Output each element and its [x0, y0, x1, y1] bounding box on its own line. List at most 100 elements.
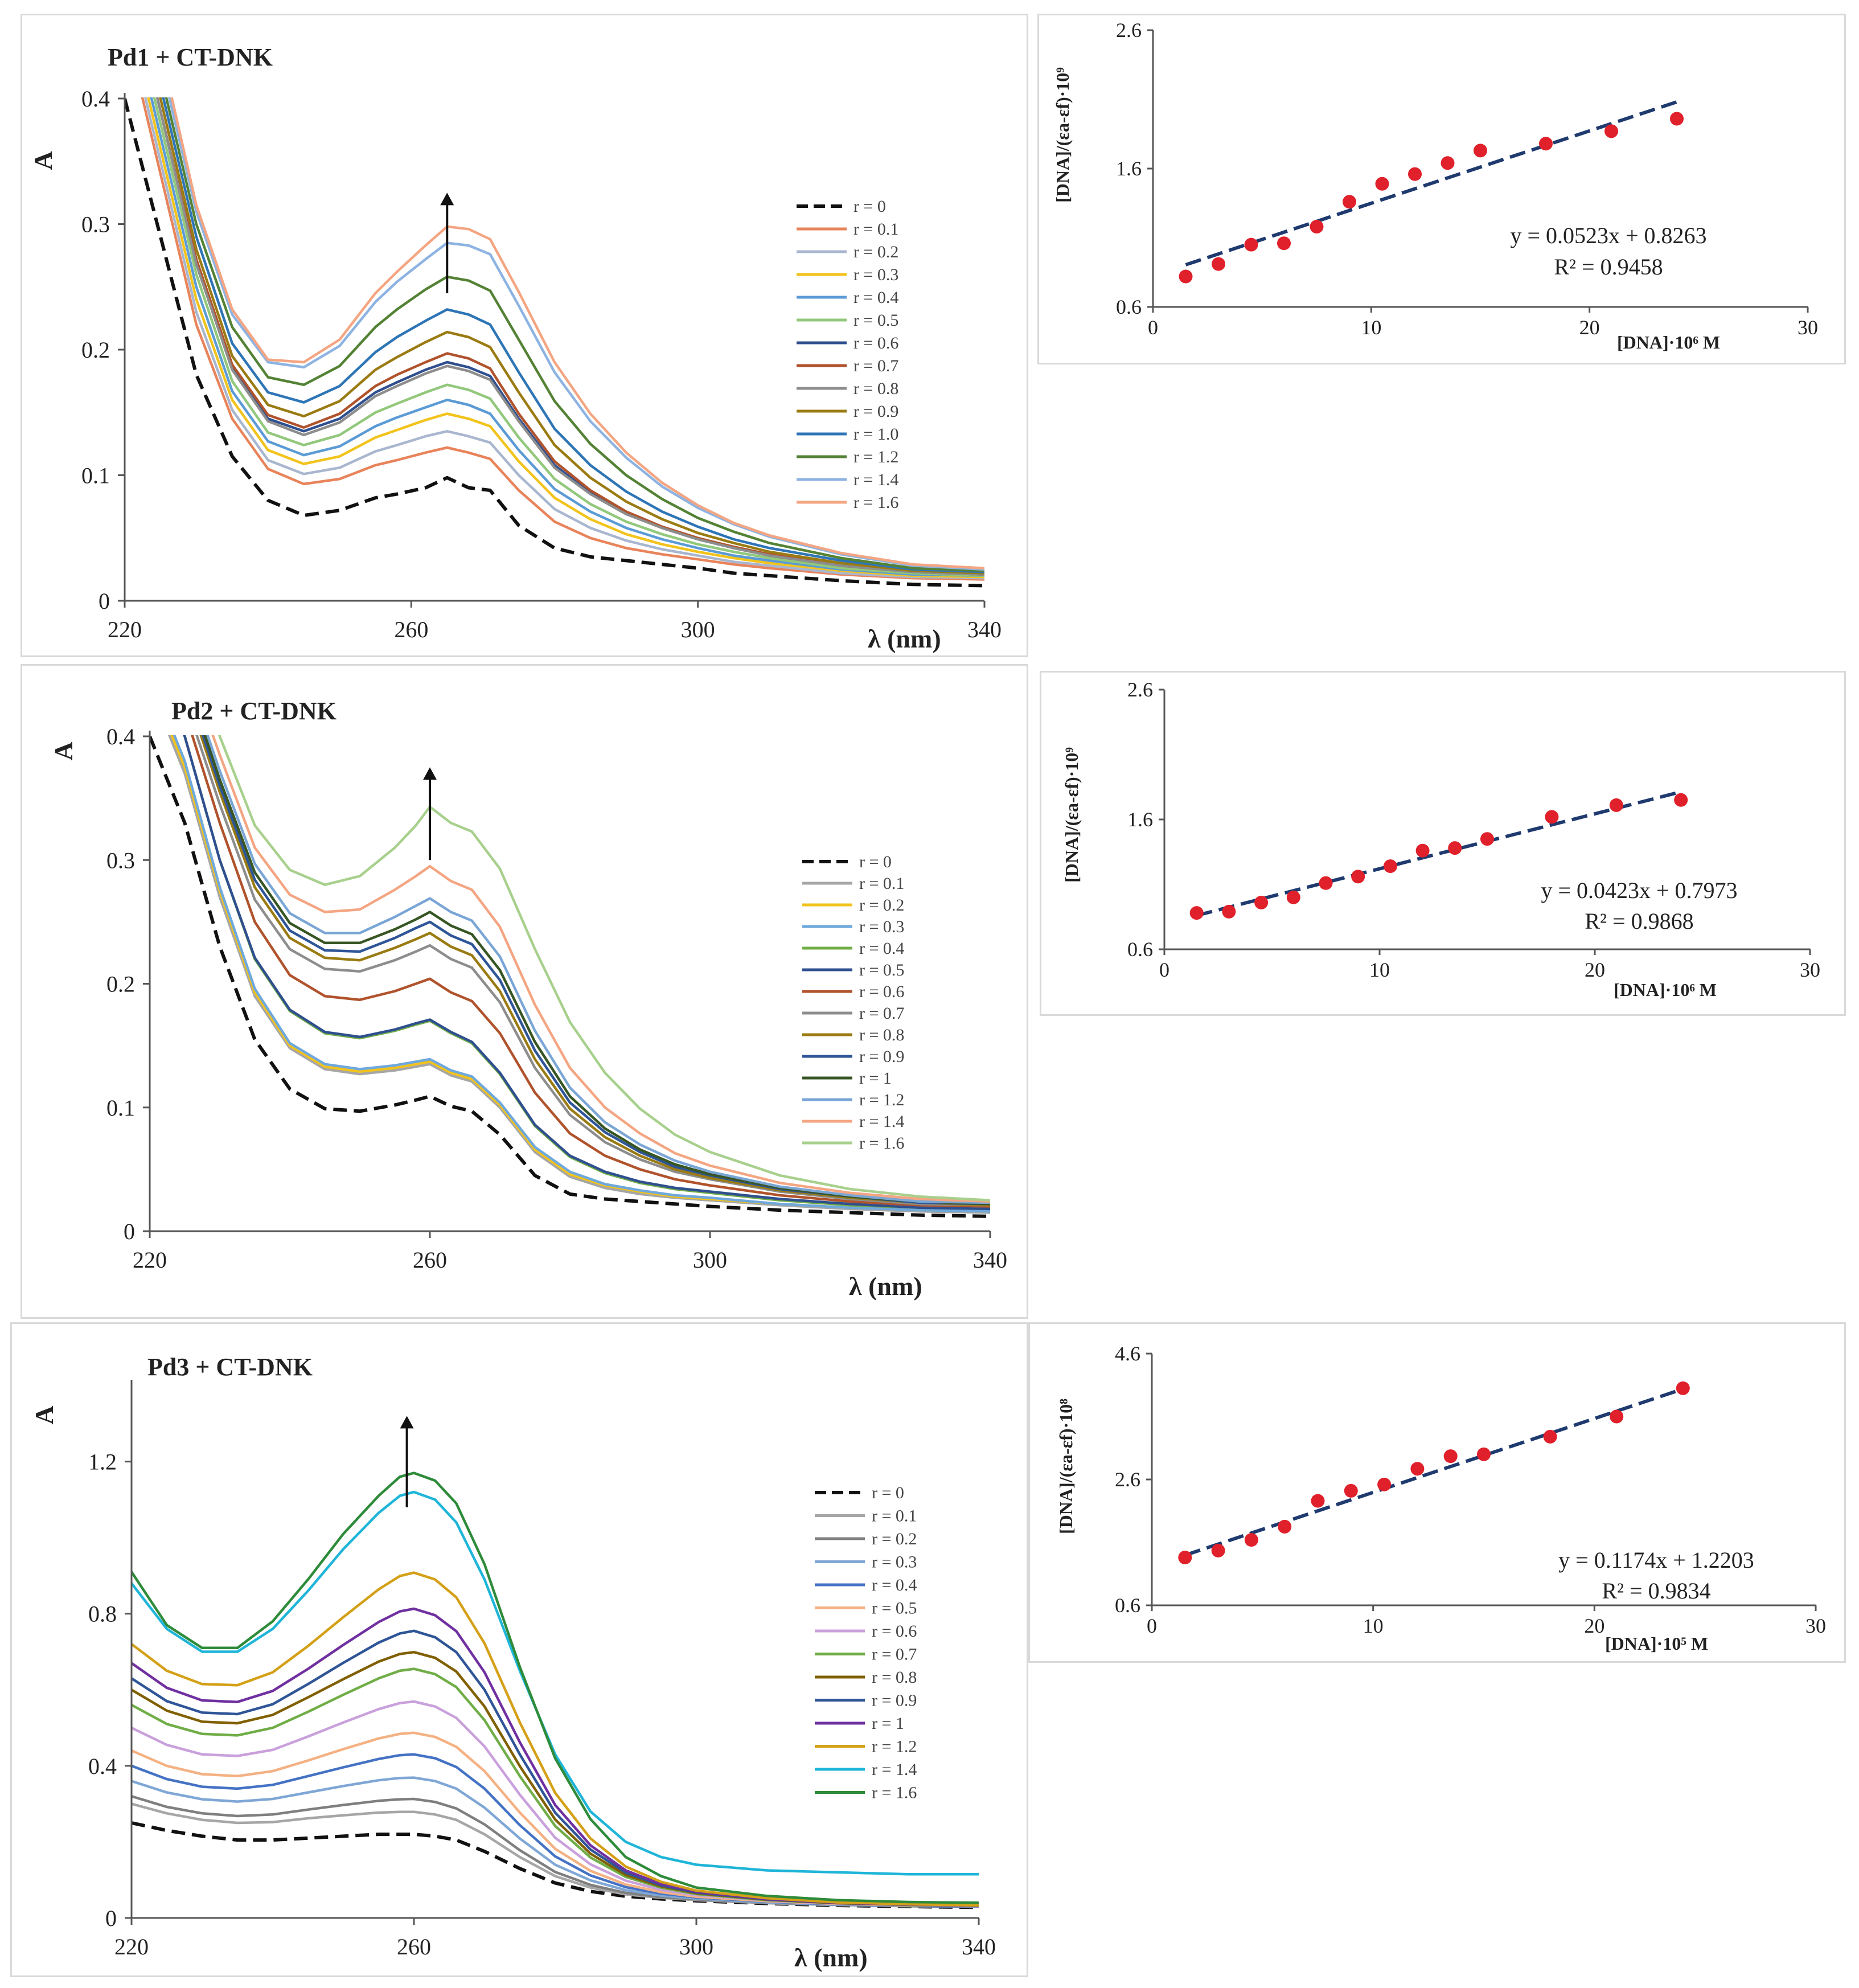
- pd1-series-line-10: [162, 97, 984, 573]
- pd3-spectrum-panel: 220 260 300 340 0 0.4 0.8 1.2 Pd3 + CT-DNK λ (nm)…: [10, 1322, 1028, 1977]
- pd1-series-group: [125, 97, 984, 588]
- pd2-fit-x-tick-label-3: 30: [1800, 958, 1820, 981]
- pd1-fit-x-tick-label-0: 0: [1148, 316, 1158, 339]
- pd1-legend-label-11: r = 1.2: [853, 448, 898, 466]
- pd2-spectrum-panel: 220 260 300 340 0 0.1 0.2 0.3 0.4 Pd2 + CT-DNK λ (…: [20, 664, 1028, 1319]
- pd3-legend-label-12: r = 1.4: [872, 1760, 917, 1779]
- pd1-x-tick-label-3: 340: [967, 617, 1002, 642]
- pd3-fit-data-point-10: [1543, 1429, 1557, 1444]
- pd1-y-tick-label-4: 0.4: [81, 86, 110, 112]
- pd1-legend-label-3: r = 0.3: [853, 265, 898, 284]
- pd1-series-line-11: [165, 97, 984, 572]
- pd1-fit-fit-r2: R² = 0.9458: [1554, 254, 1663, 280]
- pd2-fit-fit-line: [1196, 790, 1681, 917]
- pd1-legend-label-5: r = 0.5: [853, 311, 898, 330]
- pd3-fit-x-tick-label-1: 10: [1363, 1614, 1384, 1637]
- pd2-series-line-12: [211, 735, 990, 1203]
- pd3-y-tick-label-0: 0: [105, 1905, 117, 1931]
- pd3-series-line-3: [132, 1776, 979, 1908]
- pd1-chart-title: Pd1 + CT-DNK: [108, 43, 273, 71]
- pd1-legend-label-2: r = 0.2: [853, 243, 898, 261]
- pd1-legend-label-4: r = 0.4: [853, 288, 898, 307]
- pd2-fit-data-point-1: [1222, 904, 1236, 919]
- pd1-fit-y-axis-label: [DNA]/(εa-εf)·10⁹: [1052, 67, 1073, 203]
- pd1-fit-data-point-10: [1539, 137, 1553, 151]
- pd2-legend-label-11: r = 1.2: [859, 1091, 904, 1109]
- pd2-x-tick-label-1: 260: [413, 1247, 447, 1273]
- pd1-fit-data-point-9: [1474, 144, 1487, 158]
- pd1-fit-y-tick-label-1: 1.6: [1116, 157, 1142, 180]
- pd1-y-axis-label: A: [28, 151, 58, 170]
- pd3-x-tick-label-0: 220: [114, 1934, 149, 1960]
- pd2-series-line-5: [183, 735, 990, 1211]
- pd3-series-line-13: [132, 1471, 979, 1904]
- pd1-arrow-head: [440, 192, 454, 206]
- pd2-series-line-8: [199, 735, 990, 1207]
- pd2-legend-label-12: r = 1.4: [859, 1112, 904, 1131]
- pd2-fit-fit-r2: R² = 0.9868: [1585, 908, 1693, 934]
- pd1-legend-label-6: r = 0.6: [853, 334, 898, 352]
- pd3-fit-x-tick-label-2: 20: [1584, 1614, 1604, 1637]
- pd2-x-tick-label-3: 340: [973, 1247, 1007, 1273]
- pd2-fit-data-point-7: [1415, 843, 1430, 858]
- pd3-x-tick-label-1: 260: [397, 1934, 431, 1960]
- pd1-fit-data-point-0: [1179, 269, 1193, 284]
- pd2-arrow-head: [423, 767, 437, 780]
- pd2-fit-data-point-12: [1674, 793, 1688, 807]
- pd1-legend-label-0: r = 0: [853, 197, 886, 216]
- pd2-series-line-10: [203, 735, 990, 1206]
- pd2-fit-data-point-10: [1545, 810, 1559, 824]
- pd2-fit-data-point-11: [1609, 798, 1623, 812]
- pd3-series-line-8: [132, 1650, 979, 1907]
- pd1-fit-data-point-8: [1441, 156, 1455, 170]
- pd3-fit-x-tick-label-0: 0: [1147, 1614, 1157, 1637]
- pd3-chart-title: Pd3 + CT-DNK: [147, 1353, 313, 1381]
- pd3-legend-label-6: r = 0.6: [872, 1622, 917, 1641]
- pd3-fit-data-point-12: [1676, 1381, 1690, 1395]
- pd1-series-line-2: [143, 97, 984, 580]
- pd1-x-tick-label-0: 220: [108, 617, 142, 642]
- pd3-legend-label-11: r = 1.2: [872, 1737, 917, 1756]
- pd3-fit-x-axis-label: [DNA]·10⁵ M: [1605, 1633, 1708, 1654]
- pd1-fit-data-point-5: [1343, 195, 1356, 209]
- pd3-y-tick-label-2: 0.8: [88, 1601, 117, 1627]
- pd2-fit-y-axis-label: [DNA]/(εa-εf)·10⁹: [1061, 747, 1082, 883]
- pd2-y-tick-label-2: 0.2: [106, 972, 135, 997]
- pd1-fit-x-tick-label-2: 20: [1579, 316, 1600, 339]
- pd2-fit-data-point-0: [1189, 906, 1204, 920]
- pd3-fit-fit-r2: R² = 0.9834: [1602, 1578, 1710, 1604]
- pd2-legend-label-9: r = 0.9: [859, 1047, 904, 1066]
- pd2-fit-y-tick-label-1: 1.6: [1127, 808, 1153, 831]
- pd3-fit-fit-line: [1184, 1387, 1684, 1557]
- pd3-arrow-head: [400, 1416, 414, 1429]
- pd3-legend-label-7: r = 0.7: [872, 1645, 917, 1664]
- pd1-fit-x-tick-label-3: 30: [1798, 316, 1818, 339]
- pd3-y-tick-label-3: 1.2: [88, 1449, 117, 1475]
- pd3-legend-label-8: r = 0.8: [872, 1668, 917, 1687]
- pd1-fit-x-axis-label: [DNA]·10⁶ M: [1617, 332, 1720, 352]
- pd3-fit-data-point-5: [1344, 1483, 1358, 1498]
- pd1-legend-label-13: r = 1.6: [853, 493, 898, 512]
- pd2-series-line-6: [191, 735, 990, 1208]
- pd1-fit-y-tick-label-0: 0.6: [1116, 296, 1142, 318]
- pd2-chart-title: Pd2 + CT-DNK: [171, 697, 336, 725]
- pd1-fit-data-point-6: [1375, 177, 1389, 191]
- pd1-legend-label-1: r = 0.1: [853, 220, 898, 239]
- pd1-series-line-9: [159, 97, 984, 575]
- pd1-y-tick-label-3: 0.3: [81, 212, 110, 237]
- pd2-series-line-13: [218, 735, 990, 1202]
- pd2-spectrum-chart: 220 260 300 340 0 0.1 0.2 0.3 0.4 Pd2 + CT-DNK λ (…: [49, 697, 1007, 1301]
- pd3-legend-label-3: r = 0.3: [872, 1553, 917, 1572]
- pd1-legend-label-7: r = 0.7: [853, 356, 898, 375]
- pd3-fit-data-point-8: [1443, 1449, 1458, 1464]
- pd2-fit-x-tick-label-0: 0: [1159, 958, 1169, 981]
- pd1-fit-data-point-3: [1277, 236, 1291, 251]
- pd3-fit-data-point-1: [1211, 1543, 1225, 1557]
- pd1-legend-label-9: r = 0.9: [853, 402, 898, 421]
- pd2-fit-data-point-5: [1351, 870, 1365, 884]
- pd3-fit-data-point-2: [1244, 1533, 1258, 1547]
- pd2-legend-label-4: r = 0.4: [859, 939, 904, 958]
- pd1-fit-data-point-7: [1408, 167, 1422, 181]
- pd1-legend-label-10: r = 1.0: [853, 425, 898, 444]
- pd3-fit-x-tick-label-3: 30: [1805, 1614, 1826, 1637]
